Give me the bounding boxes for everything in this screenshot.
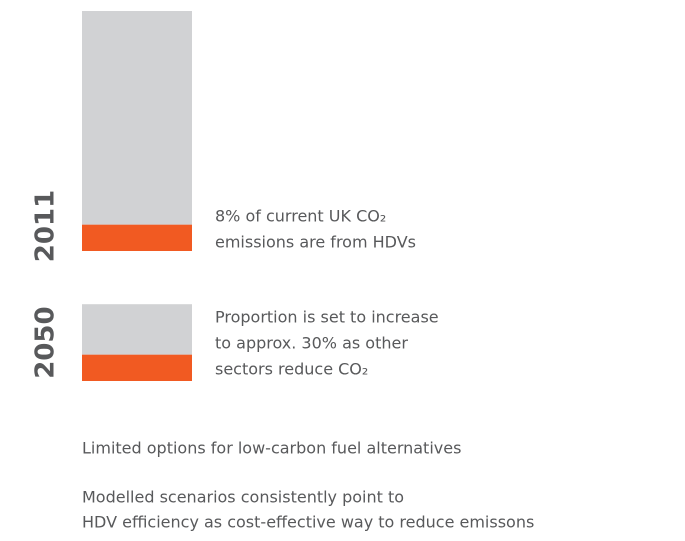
bar-segment [82,224,192,251]
annotation: emissions are from HDVs [215,233,416,252]
annotation: 8% of current UK CO₂ [215,207,386,226]
year-label: 2050 [31,306,61,378]
bar-segment [82,11,192,225]
annotation: Proportion is set to increase [215,308,439,327]
year-label: 2011 [31,190,61,262]
note: Limited options for low-carbon fuel alte… [82,439,461,458]
annotation: to approx. 30% as other [215,334,408,353]
note: Modelled scenarios consistently point to [82,488,404,507]
bar-segment [82,304,192,355]
annotation: sectors reduce CO₂ [215,360,368,379]
bar-segment [82,354,192,381]
note: HDV efficiency as cost-effective way to … [82,513,534,532]
